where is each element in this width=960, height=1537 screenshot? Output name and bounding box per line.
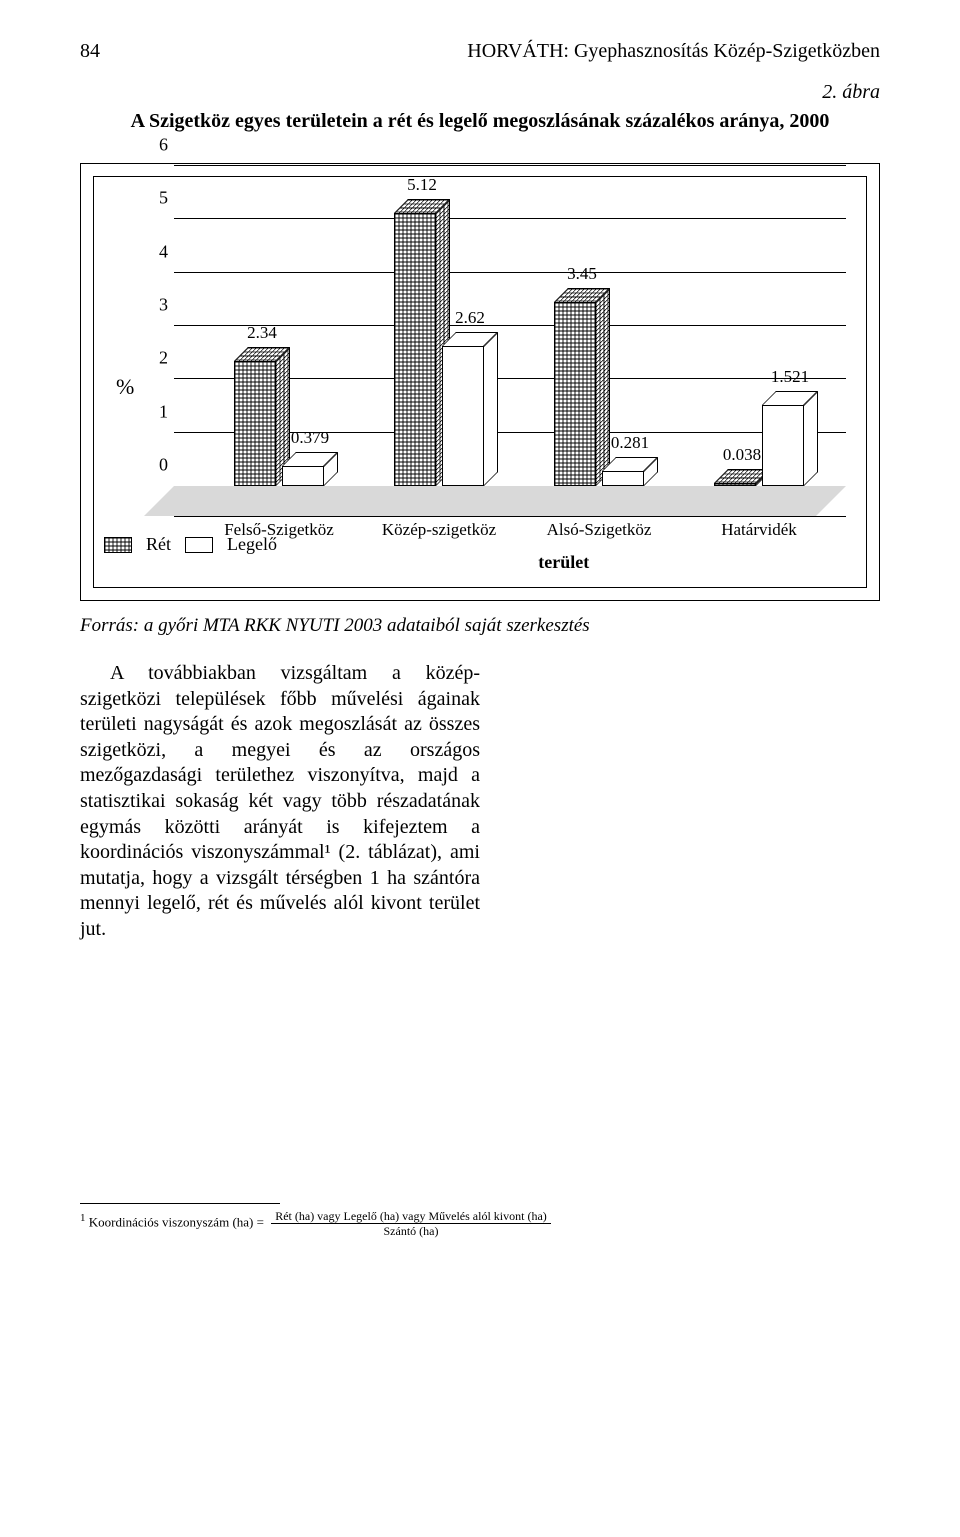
bar-value-label: 2.34 (247, 323, 277, 343)
footnote-numerator: Rét (ha) vagy Legelő (ha) vagy Művelés a… (271, 1210, 551, 1224)
bar-front (394, 213, 436, 486)
y-tick-label: 1 (144, 401, 168, 422)
bar-value-label: 0.281 (611, 433, 649, 453)
body-paragraph: A továbbiakban vizsgáltam a közép-sziget… (80, 661, 480, 943)
bar-front (234, 361, 276, 486)
plot-region: 01234562.340.379Felső-Szigetköz5.122.62K… (174, 197, 846, 517)
gridline (174, 272, 846, 273)
bar-front (282, 466, 324, 486)
gridline (174, 165, 846, 166)
bar-side (804, 391, 818, 486)
bar-value-label: 3.45 (567, 264, 597, 284)
legend-swatch-legelo (185, 537, 213, 553)
bar-value-label: 1.521 (771, 367, 809, 387)
bar-front (762, 405, 804, 486)
x-axis: Rét Legelő terület (174, 527, 846, 577)
footnote-denominator: Szántó (ha) (271, 1224, 551, 1237)
footnote-fraction: Rét (ha) vagy Legelő (ha) vagy Művelés a… (271, 1210, 551, 1237)
legend-label-legelo: Legelő (227, 534, 277, 555)
bar-front (442, 346, 484, 486)
y-tick-label: 6 (144, 135, 168, 156)
figure-source: Forrás: a győri MTA RKK NYUTI 2003 adata… (80, 615, 880, 637)
y-tick-label: 3 (144, 295, 168, 316)
chart-area: % 01234562.340.379Felső-Szigetköz5.122.6… (174, 197, 846, 577)
chart-frame-inner: % 01234562.340.379Felső-Szigetköz5.122.6… (93, 176, 867, 588)
running-header: 84 HORVÁTH: Gyephasznosítás Közép-Sziget… (80, 40, 880, 63)
bar-front (602, 471, 644, 486)
chart-floor (144, 486, 846, 516)
page-number: 84 (80, 40, 100, 63)
y-axis-label: % (116, 374, 134, 400)
figure-title: A Szigetköz egyes területein a rét és le… (80, 110, 880, 133)
footnote-marker: 1 (80, 1212, 86, 1224)
bar-front (554, 302, 596, 486)
bar-value-label: 2.62 (455, 308, 485, 328)
gridline (174, 218, 846, 219)
bar-value-label: 5.12 (407, 175, 437, 195)
running-head: HORVÁTH: Gyephasznosítás Közép-Szigetköz… (467, 40, 880, 63)
source-text: Forrás: a győri MTA RKK NYUTI 2003 adata… (80, 615, 590, 636)
y-tick-label: 2 (144, 348, 168, 369)
bar-side (484, 332, 498, 486)
bar-side (596, 288, 610, 486)
y-tick-label: 0 (144, 455, 168, 476)
y-tick-label: 4 (144, 241, 168, 262)
y-tick-label: 5 (144, 188, 168, 209)
footnote-lhs: Koordinációs viszonyszám (ha) = (89, 1214, 264, 1229)
figure-label: 2. ábra (80, 81, 880, 104)
legend: Rét Legelő (104, 534, 277, 555)
bar-value-label: 0.038 (723, 445, 761, 465)
footnote: 1 Koordinációs viszonyszám (ha) = Rét (h… (80, 1210, 880, 1237)
legend-label-ret: Rét (146, 534, 171, 555)
chart-frame-outer: % 01234562.340.379Felső-Szigetköz5.122.6… (80, 163, 880, 601)
legend-swatch-ret (104, 537, 132, 553)
bar-value-label: 0.379 (291, 428, 329, 448)
page: 84 HORVÁTH: Gyephasznosítás Közép-Sziget… (0, 0, 960, 1297)
bar-front (714, 483, 756, 486)
x-axis-label: terület (538, 552, 589, 573)
footnote-rule (80, 1203, 280, 1204)
